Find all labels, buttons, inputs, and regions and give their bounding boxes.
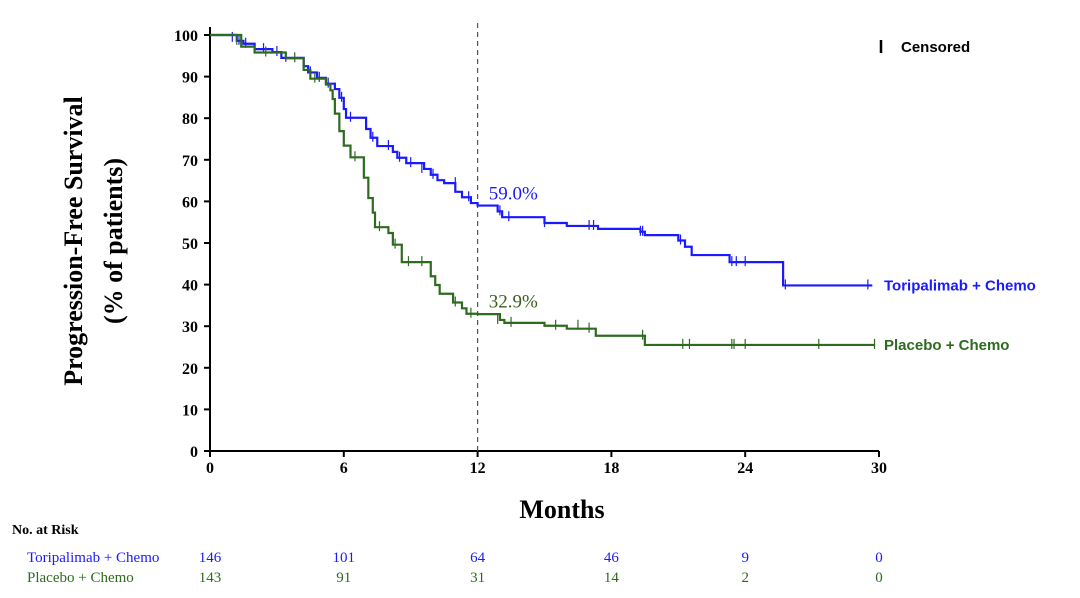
- annotations: 59.0% 32.9%: [489, 183, 538, 312]
- y-axis-title-line2: (% of patients): [99, 158, 128, 324]
- risk-table-title: No. at Risk: [12, 523, 79, 538]
- x-axis-title: Months: [519, 495, 604, 524]
- y-axis-title-line1: Progression-Free Survival: [59, 96, 88, 386]
- placebo-chemo-risk-count: 0: [875, 570, 883, 586]
- toripalimab-chemo-risk-count: 101: [333, 550, 356, 566]
- x-tick-label: 24: [737, 460, 753, 477]
- y-tick-label: 0: [190, 444, 198, 461]
- series-labels: Toripalimab + Chemo Placebo + Chemo: [884, 277, 1036, 353]
- toripalimab-chemo-risk-count: 9: [741, 550, 749, 566]
- placebo-chemo-label: Placebo + Chemo: [884, 337, 1009, 354]
- x-tick-label: 18: [603, 460, 619, 477]
- toripalimab-chemo-risk-label: Toripalimab + Chemo: [27, 550, 159, 566]
- survival-curves: [210, 31, 876, 349]
- placebo-chemo-risk-count: 14: [604, 570, 620, 586]
- toripalimab-chemo-risk-count: 0: [875, 550, 883, 566]
- censor-legend: Censored: [879, 39, 970, 56]
- placebo-chemo-risk-label: Placebo + Chemo: [27, 570, 134, 586]
- toripalimab-chemo-risk-count: 146: [199, 550, 222, 566]
- risk-table: No. at Risk Toripalimab + Chemo 146 101 64 4…: [12, 523, 883, 586]
- y-tick-label: 50: [182, 236, 198, 253]
- x-tick-label: 30: [871, 460, 887, 477]
- annotation-label: 59.0%: [489, 183, 538, 204]
- y-tick-label: 30: [182, 319, 198, 336]
- x-tick-label: 0: [206, 460, 214, 477]
- y-tick-label: 90: [182, 70, 198, 87]
- x-tick-label: 12: [470, 460, 486, 477]
- placebo-chemo-risk-count: 2: [741, 570, 749, 586]
- y-tick-label: 60: [182, 194, 198, 211]
- censor-legend-label: Censored: [901, 39, 970, 56]
- y-axis-title: Progression-Free Survival (% of patients…: [59, 96, 128, 386]
- y-tick-label: 80: [182, 111, 198, 128]
- placebo-chemo-risk-count: 143: [199, 570, 222, 586]
- y-tick-label: 40: [182, 278, 198, 295]
- y-tick-label: 100: [174, 28, 198, 45]
- axes: 0 10 20 30 40 50 60 70 80 90 100 0 6 12 18 24 30: [174, 27, 887, 477]
- y-tick-label: 70: [182, 153, 198, 170]
- toripalimab-chemo-label: Toripalimab + Chemo: [884, 277, 1036, 294]
- placebo-chemo-risk-count: 91: [336, 570, 351, 586]
- y-tick-label: 10: [182, 402, 198, 419]
- annotation-label: 32.9%: [489, 291, 538, 312]
- placebo-chemo-curve: [210, 33, 875, 347]
- toripalimab-chemo-risk-count: 64: [470, 550, 486, 566]
- x-tick-label: 6: [340, 460, 348, 477]
- toripalimab-chemo-risk-count: 46: [604, 550, 620, 566]
- y-tick-label: 20: [182, 361, 198, 378]
- placebo-chemo-risk-count: 31: [470, 570, 485, 586]
